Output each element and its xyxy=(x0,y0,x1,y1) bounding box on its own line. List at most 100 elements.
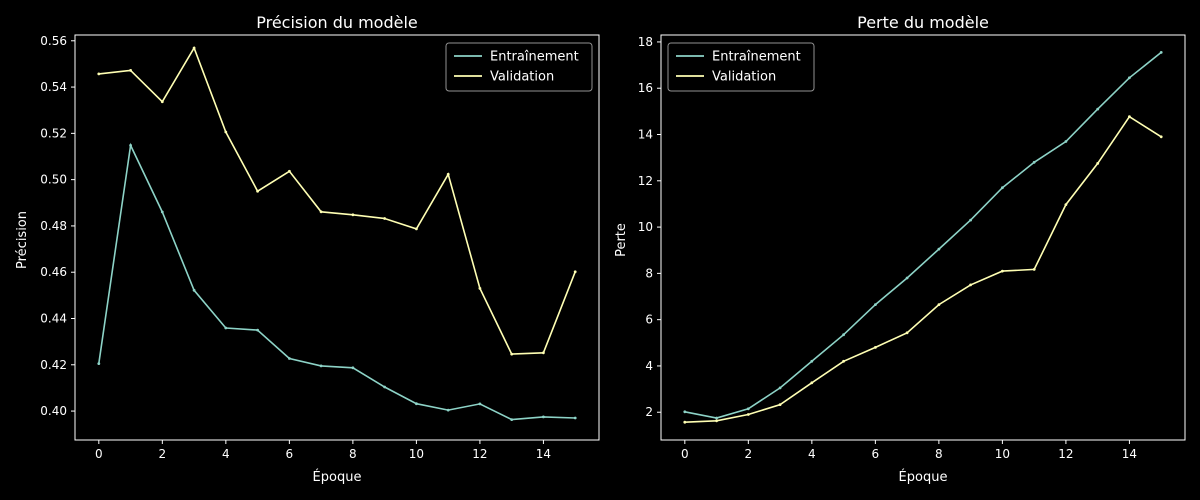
accuracy-y-tick-label: 0.44 xyxy=(40,312,67,326)
accuracy-validation-point xyxy=(256,189,259,193)
loss-validation-point xyxy=(746,413,750,416)
loss-train-point xyxy=(874,303,877,306)
loss-y-tick-label: 10 xyxy=(638,220,653,234)
loss-train-point xyxy=(1001,186,1004,190)
loss-validation-point xyxy=(1032,268,1036,271)
loss-validation-point xyxy=(715,419,718,423)
loss-validation-point xyxy=(1001,269,1004,273)
loss-train-point xyxy=(715,416,718,420)
accuracy-validation-point xyxy=(160,100,164,104)
accuracy-train-point xyxy=(478,402,482,406)
accuracy-y-tick-label: 0.54 xyxy=(40,80,67,94)
loss-chart-title: Perte du modèle xyxy=(857,13,989,32)
loss-validation-point xyxy=(969,283,972,287)
accuracy-legend-train-label: Entraînement xyxy=(490,50,579,65)
loss-train-point xyxy=(1096,107,1100,111)
accuracy-y-axis-label: Précision xyxy=(15,211,30,269)
loss-x-tick-label: 12 xyxy=(1058,447,1073,461)
accuracy-x-tick-label: 14 xyxy=(536,447,551,461)
accuracy-validation-line xyxy=(98,46,576,355)
loss-plot-frame xyxy=(660,34,1186,441)
accuracy-validation-point xyxy=(446,172,450,176)
accuracy-legend xyxy=(445,42,593,92)
accuracy-train-point xyxy=(446,408,450,412)
loss-train-point xyxy=(842,333,845,337)
loss-y-tick-label: 8 xyxy=(645,266,653,280)
loss-validation-point xyxy=(874,346,877,349)
loss-y-tick-label: 14 xyxy=(638,128,653,142)
accuracy-validation-point xyxy=(415,227,418,231)
loss-validation-point xyxy=(1128,115,1131,119)
loss-validation-point xyxy=(683,420,687,424)
accuracy-validation-point xyxy=(97,72,101,76)
accuracy-x-tick-label: 0 xyxy=(95,447,103,461)
accuracy-y-tick-label: 0.50 xyxy=(40,173,67,187)
loss-validation-point xyxy=(778,403,782,406)
loss-x-tick-label: 0 xyxy=(681,447,689,461)
accuracy-train-point xyxy=(383,385,386,389)
accuracy-validation-point xyxy=(129,69,133,72)
loss-y-tick-label: 6 xyxy=(645,313,653,327)
loss-train-point xyxy=(905,276,909,280)
accuracy-validation-point xyxy=(383,217,386,220)
loss-y-axis-label: Perte xyxy=(614,223,629,257)
accuracy-y-tick-label: 0.52 xyxy=(40,126,67,140)
accuracy-train-point xyxy=(160,210,164,214)
accuracy-validation-point xyxy=(224,130,228,134)
loss-legend-train-label: Entraînement xyxy=(712,50,801,65)
loss-train-point xyxy=(969,218,972,222)
loss-x-tick-label: 6 xyxy=(872,447,880,461)
loss-x-tick-label: 4 xyxy=(808,447,816,461)
loss-x-tick-label: 8 xyxy=(935,447,943,461)
loss-validation-point xyxy=(810,381,814,385)
loss-train-point xyxy=(1032,160,1036,164)
loss-legend-validation-label: Validation xyxy=(712,70,776,85)
loss-validation-point xyxy=(1096,162,1100,165)
accuracy-x-tick-label: 4 xyxy=(222,447,230,461)
accuracy-chart: Précision du modèle Époque Précision 0 2 4… xyxy=(15,13,600,485)
loss-validation-point xyxy=(905,331,909,335)
loss-y-tick-label: 18 xyxy=(638,35,653,49)
loss-train-point xyxy=(1159,51,1163,54)
accuracy-train-point xyxy=(97,362,101,365)
accuracy-x-tick-label: 12 xyxy=(472,447,487,461)
loss-x-axis-label: Époque xyxy=(899,469,948,485)
loss-validation-point xyxy=(937,303,941,306)
loss-y-tick-label: 12 xyxy=(638,174,653,188)
accuracy-x-tick-label: 10 xyxy=(409,447,424,461)
accuracy-train-point xyxy=(256,328,259,332)
accuracy-plot-frame xyxy=(74,34,600,441)
loss-train-point xyxy=(1064,140,1068,143)
accuracy-train-point xyxy=(573,416,577,420)
accuracy-validation-point xyxy=(192,46,196,50)
accuracy-validation-point xyxy=(542,351,545,355)
loss-x-tick-label: 14 xyxy=(1122,447,1137,461)
accuracy-y-tick-label: 0.42 xyxy=(40,358,67,372)
loss-train-point xyxy=(683,410,687,414)
accuracy-train-point xyxy=(129,144,133,147)
accuracy-validation-point xyxy=(510,352,514,356)
loss-train-point xyxy=(937,247,941,251)
accuracy-train-point xyxy=(224,326,228,330)
loss-train-point xyxy=(810,359,814,363)
loss-chart: Perte du modèle Époque Perte 0 2 4 6 8 10 12 14… xyxy=(614,13,1186,485)
loss-x-tick-label: 2 xyxy=(745,447,753,461)
loss-validation-point xyxy=(1064,203,1068,207)
accuracy-validation-point xyxy=(351,213,355,217)
accuracy-train-point xyxy=(192,288,196,292)
loss-x-tick-label: 10 xyxy=(995,447,1010,461)
loss-y-tick-label: 4 xyxy=(645,359,653,373)
accuracy-legend-validation-label: Validation xyxy=(490,70,554,85)
accuracy-x-axis-label: Époque xyxy=(313,469,362,485)
loss-validation-line xyxy=(684,115,1162,423)
accuracy-x-tick-label: 6 xyxy=(286,447,294,461)
accuracy-train-point xyxy=(351,366,355,370)
accuracy-train-point xyxy=(288,357,291,360)
loss-train-point xyxy=(1128,76,1131,80)
loss-train-point xyxy=(778,386,782,390)
loss-legend xyxy=(667,42,815,92)
loss-validation-point xyxy=(1159,135,1163,139)
loss-train-point xyxy=(746,407,750,411)
accuracy-validation-point xyxy=(288,169,291,173)
